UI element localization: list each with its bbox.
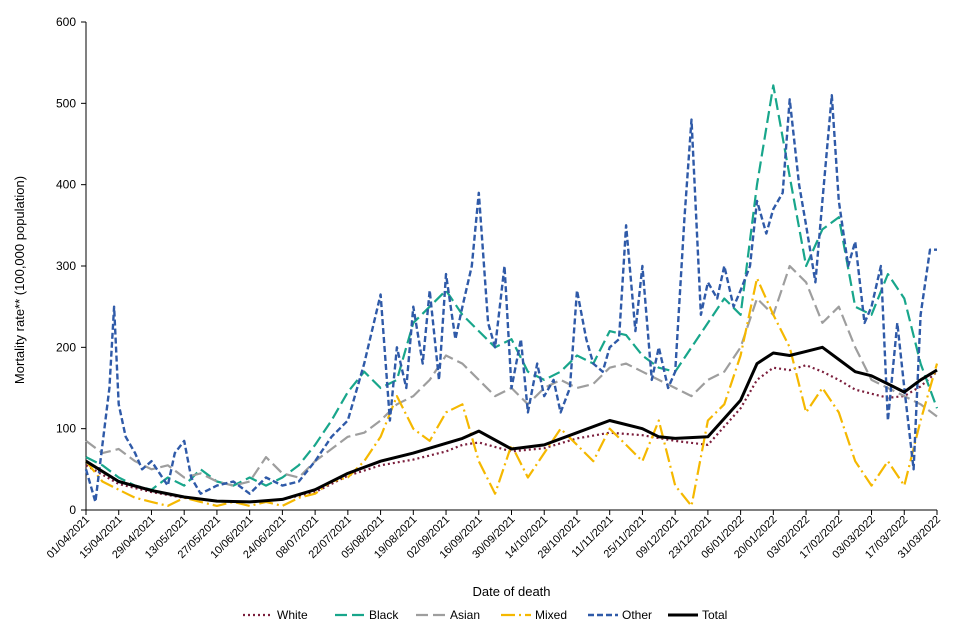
y-tick-label: 500 — [56, 96, 76, 110]
x-axis-title: Date of death — [472, 584, 550, 599]
y-tick-label: 100 — [56, 422, 76, 436]
y-tick-label: 200 — [56, 340, 76, 354]
series-line-total — [85, 345, 938, 504]
y-tick-label: 600 — [56, 15, 76, 29]
series-layer — [84, 84, 939, 507]
series-line-asian — [85, 264, 938, 487]
legend-label-total: Total — [702, 608, 727, 622]
series-line-black — [85, 84, 939, 491]
y-tick-label: 400 — [56, 178, 76, 192]
y-tick-label: 0 — [69, 503, 76, 517]
y-axis: 0 100 200 300 400 500 600 — [56, 15, 87, 517]
series-line-mixed — [85, 277, 939, 507]
y-axis-title: Mortality rate** (100,000 population) — [12, 176, 27, 384]
legend: White Black Asian Mixed Other Total — [243, 608, 727, 622]
legend-label-white: White — [277, 608, 308, 622]
x-axis: 01/04/202115/04/202129/04/202113/05/2021… — [45, 509, 943, 561]
legend-label-mixed: Mixed — [535, 608, 567, 622]
legend-label-other: Other — [622, 608, 652, 622]
legend-label-black: Black — [369, 608, 399, 622]
y-tick-label: 300 — [56, 259, 76, 273]
series-line-other — [84, 93, 937, 504]
legend-label-asian: Asian — [450, 608, 480, 622]
